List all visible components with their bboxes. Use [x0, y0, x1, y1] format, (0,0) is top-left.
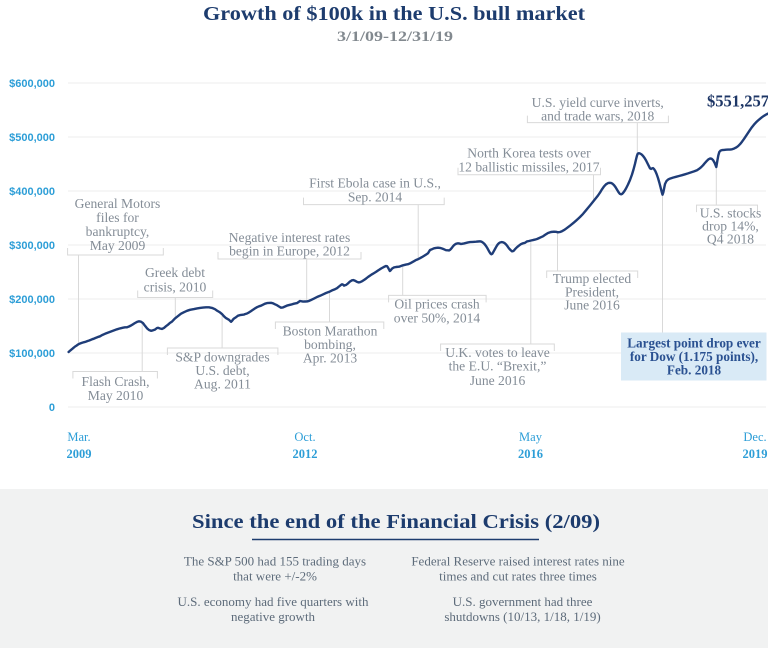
- svg-text:Aug. 2011: Aug. 2011: [194, 377, 251, 392]
- svg-text:May 2009: May 2009: [90, 238, 146, 253]
- svg-text:that were +/-2%: that were +/-2%: [233, 569, 317, 584]
- svg-text:June 2016: June 2016: [564, 298, 620, 313]
- svg-text:The S&P 500 had 155 trading da: The S&P 500 had 155 trading days: [184, 554, 366, 569]
- svg-text:2019: 2019: [743, 447, 768, 461]
- svg-text:Dec.: Dec.: [743, 430, 766, 444]
- svg-text:U.S. government had three: U.S. government had three: [453, 594, 593, 609]
- svg-text:June 2016: June 2016: [470, 373, 526, 388]
- svg-text:Boston Marathon: Boston Marathon: [283, 324, 378, 339]
- svg-text:12 ballistic missiles, 2017: 12 ballistic missiles, 2017: [458, 159, 599, 174]
- svg-text:Mar.: Mar.: [67, 430, 90, 444]
- svg-text:President,: President,: [565, 285, 619, 300]
- svg-text:U.K. votes to leave: U.K. votes to leave: [445, 345, 550, 360]
- svg-text:U.S. stocks: U.S. stocks: [700, 205, 762, 220]
- svg-text:negative growth: negative growth: [231, 609, 316, 624]
- svg-text:Federal Reserve raised interes: Federal Reserve raised interest rates ni…: [411, 554, 625, 569]
- svg-text:Q4 2018: Q4 2018: [707, 232, 754, 247]
- svg-text:$100,000: $100,000: [9, 348, 55, 360]
- svg-text:Greek debt: Greek debt: [145, 265, 205, 280]
- svg-text:3/1/09-12/31/19: 3/1/09-12/31/19: [337, 29, 453, 45]
- svg-text:over 50%, 2014: over 50%, 2014: [394, 311, 481, 326]
- svg-text:Largest point drop ever: Largest point drop ever: [627, 335, 761, 350]
- svg-text:and trade wars, 2018: and trade wars, 2018: [541, 109, 654, 124]
- svg-text:Apr. 2013: Apr. 2013: [303, 351, 358, 366]
- svg-text:the E.U. “Brexit,”: the E.U. “Brexit,”: [449, 359, 547, 374]
- svg-text:$551,257: $551,257: [707, 92, 768, 111]
- svg-text:2012: 2012: [293, 447, 318, 461]
- svg-text:$300,000: $300,000: [9, 240, 55, 252]
- svg-text:S&P downgrades: S&P downgrades: [175, 350, 269, 365]
- svg-text:Flash Crash,: Flash Crash,: [82, 374, 150, 389]
- svg-text:$500,000: $500,000: [9, 132, 55, 144]
- svg-text:Growth of $100k in the U.S. bu: Growth of $100k in the U.S. bull market: [203, 3, 585, 25]
- svg-text:begin in Europe, 2012: begin in Europe, 2012: [229, 244, 350, 259]
- svg-text:$600,000: $600,000: [9, 78, 55, 90]
- svg-text:Negative interest rates: Negative interest rates: [229, 230, 351, 245]
- svg-text:Oil prices crash: Oil prices crash: [394, 297, 480, 312]
- svg-text:$200,000: $200,000: [9, 294, 55, 306]
- svg-text:Trump elected: Trump elected: [553, 271, 632, 286]
- svg-text:U.S. yield curve inverts,: U.S. yield curve inverts,: [532, 95, 664, 110]
- svg-text:drop 14%,: drop 14%,: [702, 219, 759, 234]
- svg-text:2016: 2016: [518, 447, 543, 461]
- svg-text:Sep. 2014: Sep. 2014: [348, 190, 403, 205]
- svg-text:General Motors: General Motors: [75, 196, 161, 211]
- svg-text:U.S. debt,: U.S. debt,: [195, 363, 249, 378]
- svg-text:May 2010: May 2010: [88, 388, 144, 403]
- svg-text:U.S. economy had five quarters: U.S. economy had five quarters with: [178, 594, 369, 609]
- svg-text:bankruptcy,: bankruptcy,: [86, 224, 150, 239]
- svg-text:Since the end of the Financial: Since the end of the Financial Crisis (2…: [192, 511, 600, 533]
- svg-text:Feb. 2018: Feb. 2018: [667, 363, 722, 378]
- svg-text:files for: files for: [96, 210, 139, 225]
- svg-text:shutdowns (10/13, 1/18, 1/19): shutdowns (10/13, 1/18, 1/19): [444, 609, 600, 624]
- svg-text:May: May: [519, 430, 543, 444]
- svg-text:2009: 2009: [67, 447, 92, 461]
- svg-text:for Dow (1.175 points),: for Dow (1.175 points),: [630, 349, 758, 364]
- svg-text:0: 0: [49, 402, 55, 414]
- svg-text:Oct.: Oct.: [294, 430, 315, 444]
- svg-text:First Ebola case in U.S.,: First Ebola case in U.S.,: [309, 176, 441, 191]
- svg-text:North Korea tests over: North Korea tests over: [467, 145, 591, 160]
- svg-text:$400,000: $400,000: [9, 186, 55, 198]
- svg-text:times and cut rates three time: times and cut rates three times: [439, 569, 597, 584]
- svg-text:crisis, 2010: crisis, 2010: [144, 280, 207, 295]
- svg-text:bombing,: bombing,: [304, 337, 356, 352]
